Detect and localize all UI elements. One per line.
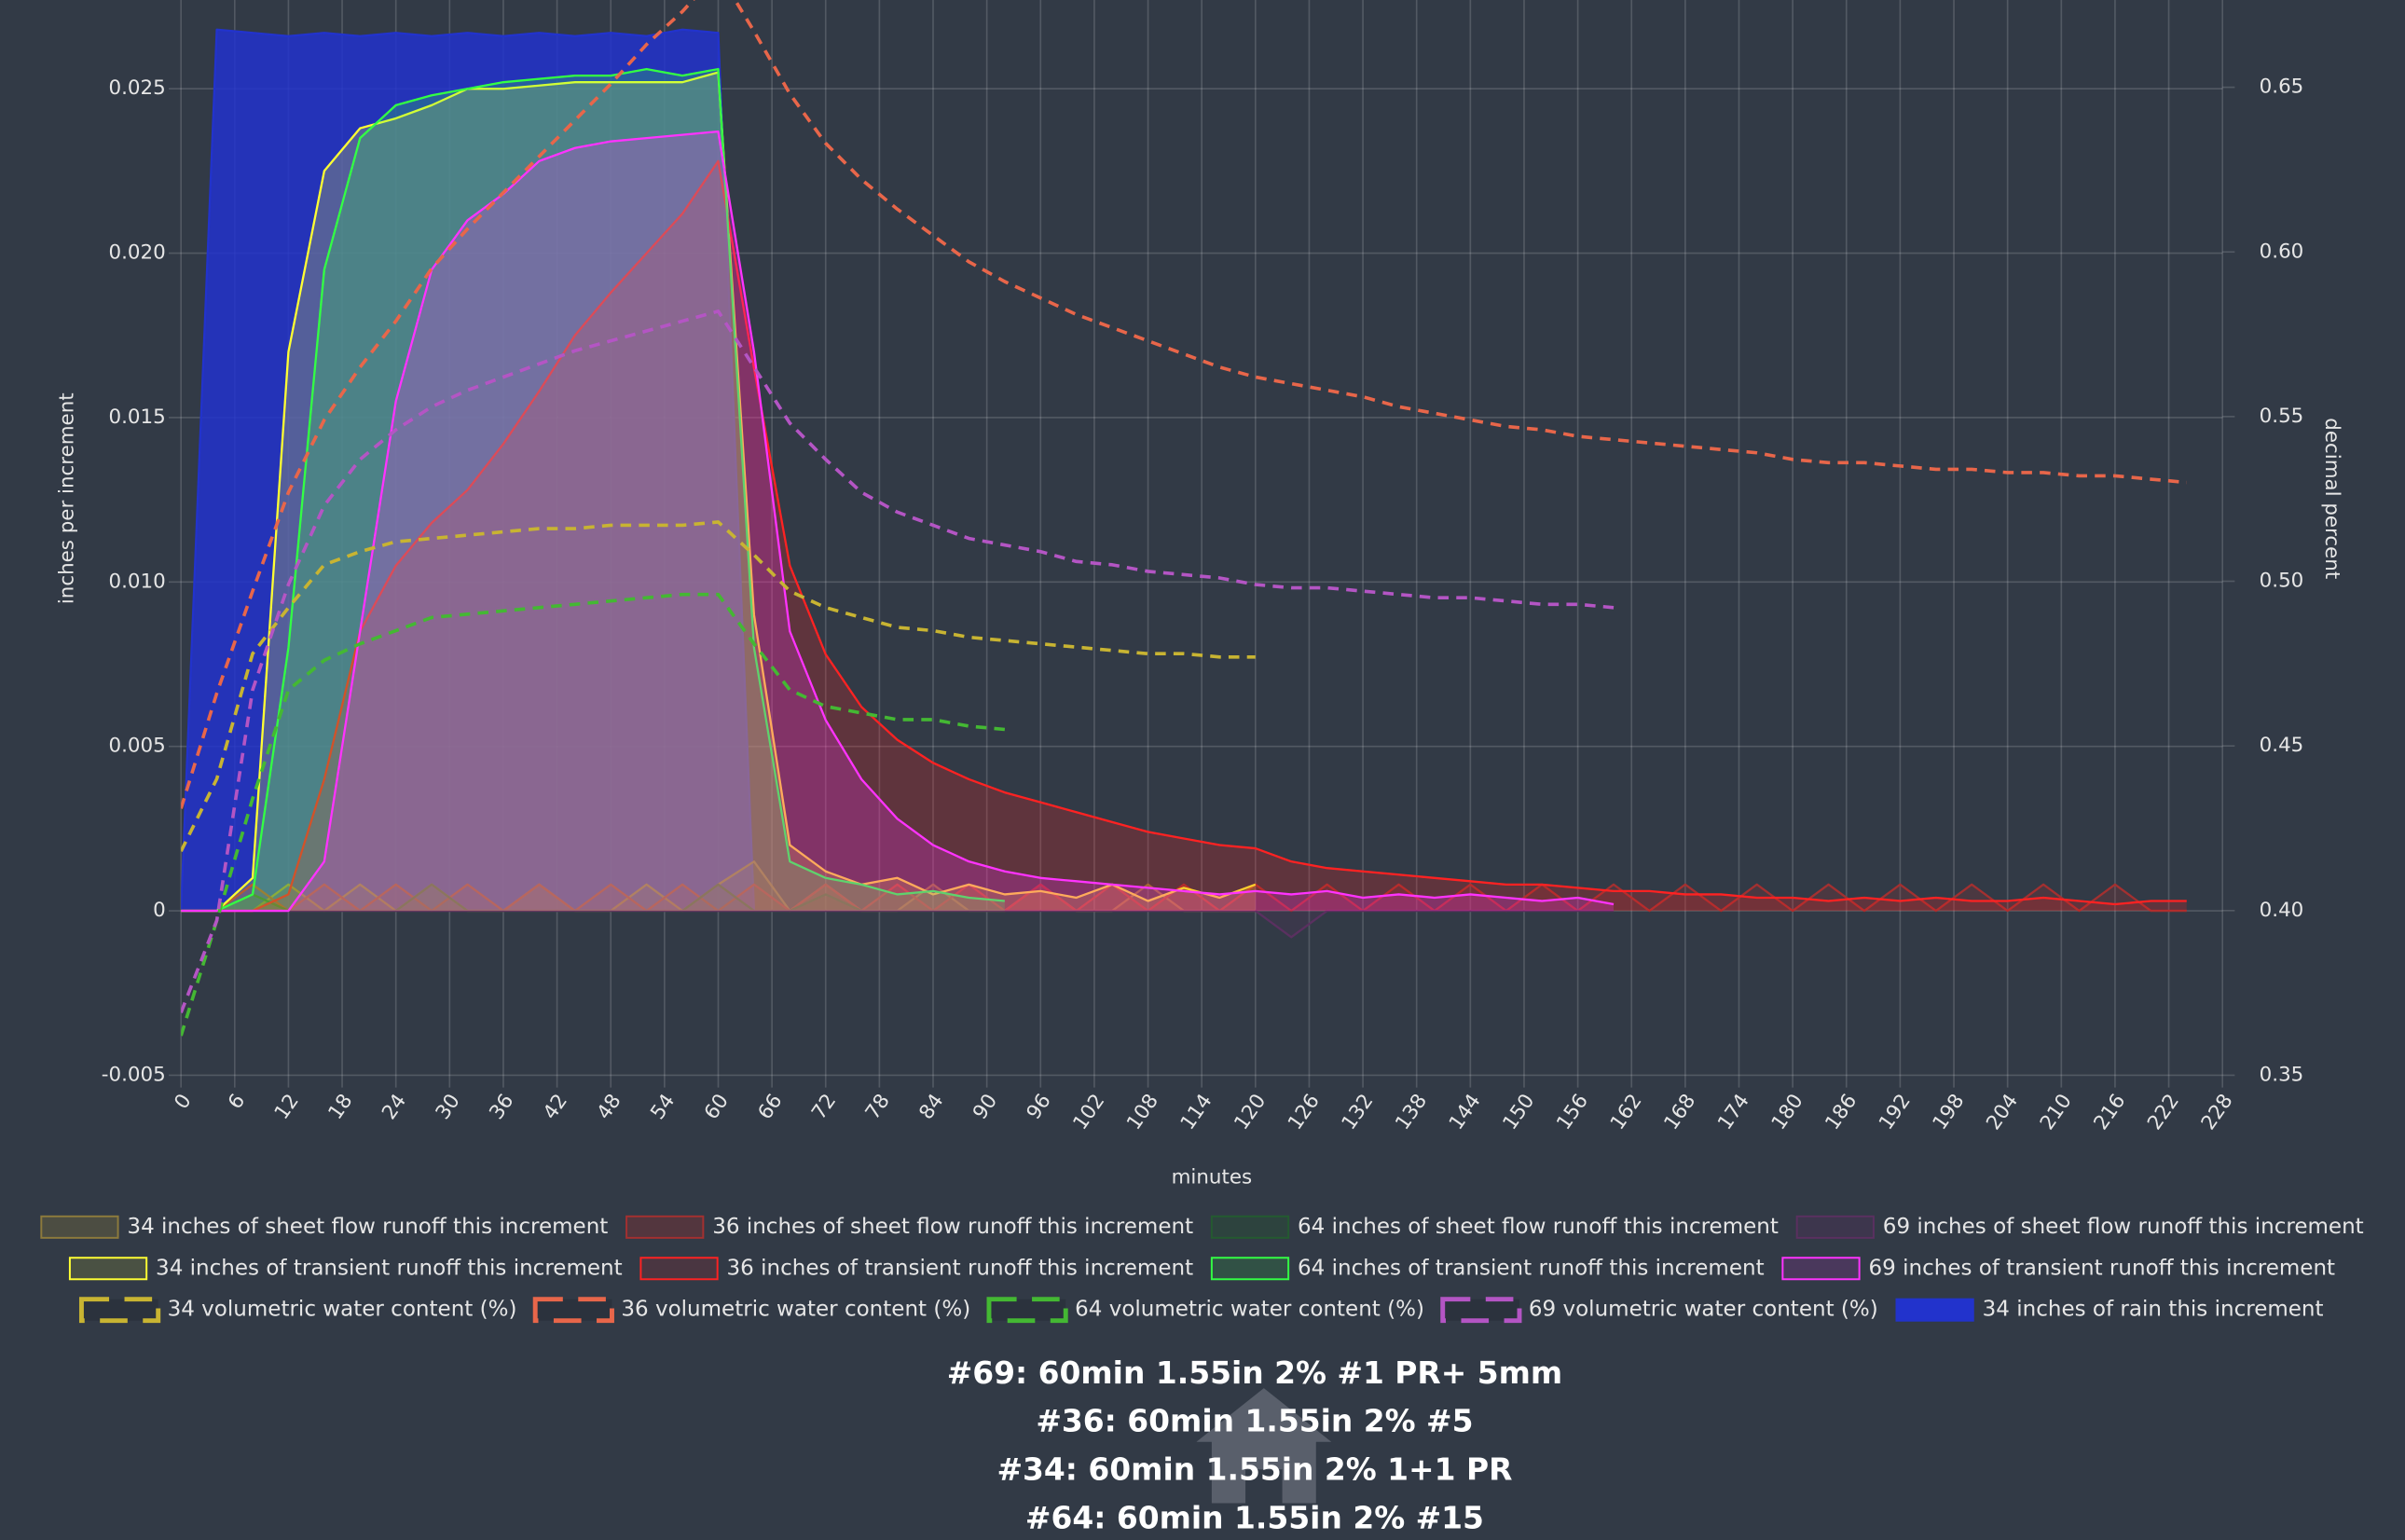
plot-area [181,0,2187,1037]
legend-label: 64 volumetric water content (%) [1075,1298,1424,1322]
legend-swatch [639,1257,719,1281]
y2-tick-label: 0.55 [2260,405,2304,428]
area-fill [181,884,1005,912]
legend-label: 64 inches of sheet flow runoff this incr… [1298,1215,1779,1239]
legend-swatch [532,1297,614,1324]
y-tick-label: -0.005 [102,1063,166,1086]
title-line: #64: 60min 1.55in 2% #15 [1025,1499,1484,1535]
legend-swatch [68,1257,148,1281]
area-fill [181,72,1256,912]
legend-swatch [625,1215,705,1239]
y-tick-label: 0.020 [109,241,166,265]
area-fill [181,884,2187,912]
y-axis-label: inches per increment [55,392,78,604]
legend-swatch [986,1297,1068,1324]
legend-swatch [40,1215,119,1239]
legend-swatch [1895,1298,1974,1322]
legend-label: 64 inches of transient runoff this incre… [1298,1256,1765,1280]
y2-tick-label: 0.50 [2260,570,2304,593]
legend-swatch [1210,1215,1290,1239]
x-axis-label: minutes [1172,1166,1253,1189]
home-icon[interactable] [1196,1388,1332,1504]
y2-tick-label: 0.45 [2260,734,2304,757]
legend-label: 69 inches of sheet flow runoff this incr… [1883,1215,2364,1239]
y2-tick-label: 0.40 [2260,899,2304,922]
y2-tick-label: 0.65 [2260,76,2304,99]
y-tick-label: 0.025 [109,76,166,100]
series-line [181,67,1005,913]
legend-swatch [1440,1297,1522,1324]
legend-label: 36 volumetric water content (%) [621,1298,970,1322]
y2-tick-label: 0.35 [2260,1063,2304,1086]
legend-label: 34 inches of rain this increment [1983,1298,2324,1322]
series-line [181,159,2187,913]
area-fill [181,160,2187,912]
y-tick-label: 0 [153,899,166,922]
title-line: #69: 60min 1.55in 2% #1 PR+ 5mm [947,1354,1562,1391]
y2-tick-label: 0.60 [2260,240,2304,263]
series-line [181,309,1615,1013]
series-line [181,592,1006,1037]
series-line [181,130,1615,913]
legend-label: 69 volumetric water content (%) [1529,1298,1878,1322]
y2-axis-label: decimal percent [2320,418,2343,579]
legend-swatch [1781,1257,1861,1281]
legend-label: 34 inches of transient runoff this incre… [156,1256,623,1280]
y-tick-label: 0.015 [109,406,166,429]
legend: 34 inches of sheet flow runoff this incr… [40,1215,2364,1324]
series-line [181,883,2187,913]
legend-swatch [78,1297,161,1324]
series-line [181,520,1256,853]
legend-label: 36 inches of transient runoff this incre… [727,1256,1194,1280]
area-fill [181,29,754,912]
title-line: #34: 60min 1.55in 2% 1+1 PR [996,1451,1512,1487]
title-line: #36: 60min 1.55in 2% #5 [1036,1403,1473,1439]
legend-label: 34 inches of sheet flow runoff this incr… [127,1215,608,1239]
series-line [181,909,1615,939]
titles: #69: 60min 1.55in 2% #1 PR+ 5mm #36: 60mi… [947,1354,1562,1535]
legend-swatch [1210,1257,1290,1281]
legend-label: 34 volumetric water content (%) [168,1298,517,1322]
y-tick-label: 0.005 [109,735,166,758]
legend-label: 69 inches of transient runoff this incre… [1868,1256,2335,1280]
series-line [181,0,2187,809]
legend-label: 36 inches of sheet flow runoff this incr… [712,1215,1193,1239]
area-fill [181,131,1615,912]
y-tick-label: 0.010 [109,570,166,593]
legend-swatch [1795,1215,1875,1239]
area-fill [181,69,1005,912]
